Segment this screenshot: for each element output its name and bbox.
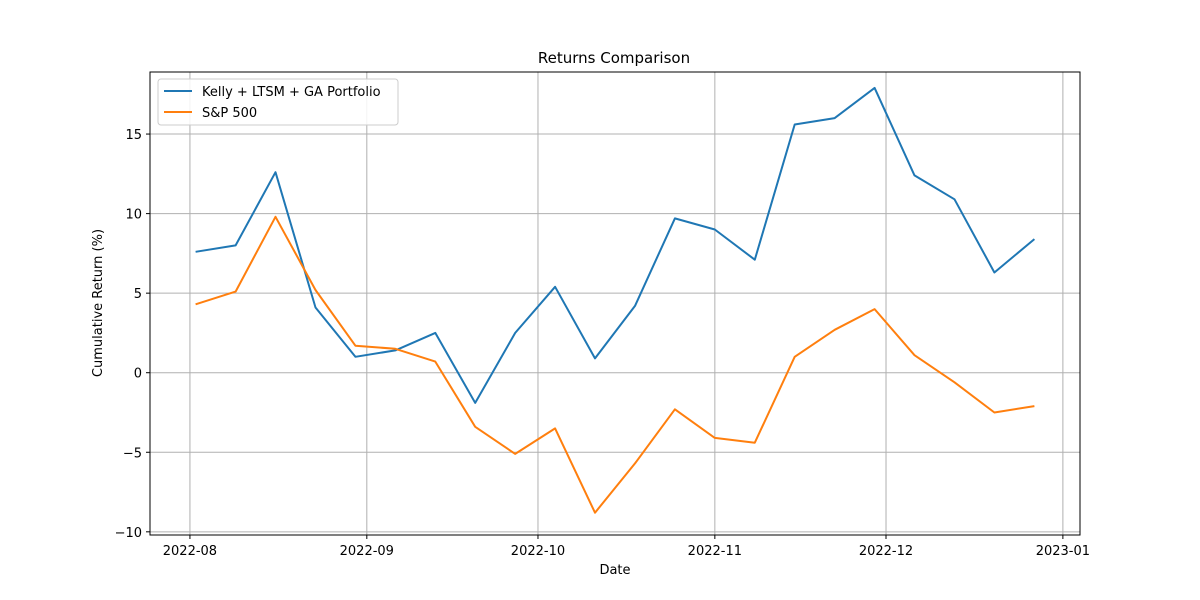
legend-label-1: S&P 500: [202, 106, 257, 121]
x-tick-label-4: 2022-12: [859, 544, 913, 559]
y-tick-label-4: 10: [125, 208, 142, 223]
grid: [150, 72, 1080, 535]
y-tick-label-3: 5: [134, 287, 142, 302]
y-tick-label-2: 0: [134, 367, 142, 382]
chart-title: Returns Comparison: [538, 49, 690, 67]
x-axis-label: Date: [599, 563, 630, 578]
x-tick-label-3: 2022-11: [688, 544, 742, 559]
x-tick-label-5: 2023-01: [1036, 544, 1090, 559]
legend-label-0: Kelly + LTSM + GA Portfolio: [202, 85, 381, 100]
plot-area-frame: [149, 71, 1081, 536]
series-line-0: [195, 86, 1036, 404]
legend-box: [157, 78, 399, 126]
y-tick-label-0: −10: [115, 526, 142, 541]
y-tick-label-5: 15: [125, 128, 142, 143]
x-tick-label-2: 2022-10: [511, 544, 565, 559]
series-lines: [195, 86, 1036, 514]
x-tick-label-1: 2022-09: [340, 544, 394, 559]
series-line-1: [195, 215, 1035, 514]
axis-ticks: 2022-08 2022-09 2022-10 2022-11 2022-12 2023-…: [115, 128, 1090, 559]
legend: Kelly + LTSM + GA Portfolio S&P 500: [157, 78, 399, 126]
y-tick-label-1: −5: [123, 446, 142, 461]
x-tick-label-0: 2022-08: [163, 544, 217, 559]
y-axis-label: Cumulative Return (%): [91, 229, 106, 377]
